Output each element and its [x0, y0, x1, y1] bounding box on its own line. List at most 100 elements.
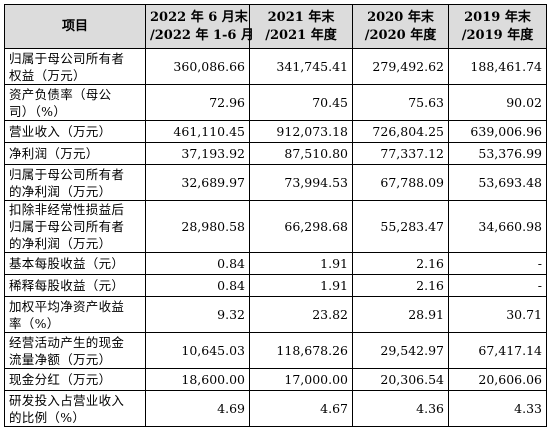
- header-text: 2019 年末: [464, 9, 531, 25]
- header-text: /2020 年度: [364, 27, 437, 43]
- value-cell: 9.32: [145, 296, 250, 333]
- row-label: 资产负债率（母公 司）（%）: [4, 84, 146, 121]
- financial-summary-table: 项目 2022 年 6 月末/2022 年 1-6 月 2021 年末/2021 年…: [4, 4, 547, 427]
- row-label-text: 基本每股收益（元）: [9, 256, 125, 271]
- row-label-text: 现金分红（万元）: [9, 372, 112, 387]
- value-cell: 73,994.53: [249, 164, 353, 201]
- value-cell: -: [448, 252, 547, 275]
- value-cell: 29,542.97: [352, 332, 449, 369]
- value-cell: 2.16: [352, 252, 449, 275]
- value-cell: 53,693.48: [448, 164, 547, 201]
- row-label: 营业收入（万元）: [4, 120, 146, 143]
- value-cell: -: [448, 274, 547, 297]
- row-label-text: 的比例（%）: [9, 409, 86, 425]
- value-cell: 87,510.80: [249, 142, 353, 165]
- table-row: 净利润（万元） 37,193.92 87,510.80 77,337.12 53,376…: [4, 142, 547, 165]
- value-cell: 55,283.47: [352, 200, 449, 253]
- value-cell: 37,193.92: [145, 142, 250, 165]
- table-row: 扣除非经常性损益后 归属于母公司所有者 的净利润（万元） 28,980.58 66,29…: [4, 200, 547, 253]
- value-cell: 726,804.25: [352, 120, 449, 143]
- value-cell: 360,086.66: [145, 48, 250, 85]
- row-label-text: 净利润（万元）: [9, 146, 99, 161]
- table-row: 加权平均净资产收益 率（%） 9.32 23.82 28.91 30.71: [4, 296, 547, 333]
- header-period-3: 2020 年末/2020 年度: [352, 4, 449, 49]
- table-header: 项目 2022 年 6 月末/2022 年 1-6 月 2021 年末/2021 年…: [4, 4, 547, 49]
- header-row: 项目 2022 年 6 月末/2022 年 1-6 月 2021 年末/2021 年…: [4, 4, 547, 49]
- value-cell: 34,660.98: [448, 200, 547, 253]
- row-label-text: 稀释每股收益（元）: [9, 278, 125, 293]
- row-label-text: 的净利润（万元）: [9, 183, 112, 199]
- row-label-text: 的净利润（万元）: [9, 236, 112, 251]
- value-cell: 90.02: [448, 84, 547, 121]
- value-cell: 1.91: [249, 274, 353, 297]
- value-cell: 1.91: [249, 252, 353, 275]
- row-label-text: 经营活动产生的现金: [9, 334, 125, 350]
- table-row: 研发投入占营业收入 的比例（%） 4.69 4.67 4.36 4.33: [4, 390, 547, 427]
- row-label-text: 流量净额（万元）: [9, 351, 112, 367]
- header-text: 2022 年 6 月末: [150, 9, 248, 25]
- value-cell: 72.96: [145, 84, 250, 121]
- value-cell: 67,788.09: [352, 164, 449, 201]
- value-cell: 0.84: [145, 274, 250, 297]
- row-label-text: 归属于母公司所有者: [9, 166, 125, 182]
- value-cell: 20,606.06: [448, 368, 547, 391]
- value-cell: 77,337.12: [352, 142, 449, 165]
- value-cell: 4.67: [249, 390, 353, 427]
- table-row: 归属于母公司所有者 的净利润（万元） 32,689.97 73,994.53 67,78…: [4, 164, 547, 201]
- value-cell: 75.63: [352, 84, 449, 121]
- value-cell: 28.91: [352, 296, 449, 333]
- row-label: 归属于母公司所有者 的净利润（万元）: [4, 164, 146, 201]
- value-cell: 30.71: [448, 296, 547, 333]
- row-label-text: 率（%）: [9, 315, 60, 331]
- row-label: 加权平均净资产收益 率（%）: [4, 296, 146, 333]
- row-label-text: 归属于母公司所有者: [9, 50, 125, 66]
- header-text: 2020 年末: [367, 9, 434, 25]
- value-cell: 70.45: [249, 84, 353, 121]
- header-text: 项目: [61, 18, 88, 34]
- financial-table-container: 项目 2022 年 6 月末/2022 年 1-6 月 2021 年末/2021 年…: [4, 4, 547, 427]
- value-cell: 279,492.62: [352, 48, 449, 85]
- value-cell: 118,678.26: [249, 332, 353, 369]
- table-row: 稀释每股收益（元） 0.84 1.91 2.16-: [4, 274, 547, 297]
- row-label-text: 权益（万元）: [9, 67, 86, 83]
- value-cell: 461,110.45: [145, 120, 250, 143]
- value-cell: 67,417.14: [448, 332, 547, 369]
- header-item: 项目: [4, 4, 146, 49]
- value-cell: 10,645.03: [145, 332, 250, 369]
- table-body: 归属于母公司所有者 权益（万元） 360,086.66 341,745.41 279,4…: [4, 48, 547, 427]
- row-label-text: 扣除非经常性损益后: [9, 202, 125, 217]
- row-label: 研发投入占营业收入 的比例（%）: [4, 390, 146, 427]
- header-text: 2021 年末: [267, 9, 335, 25]
- table-row: 营业收入（万元） 461,110.45 912,073.18 726,804.25 63…: [4, 120, 547, 143]
- header-period-4: 2019 年末/2019 年度: [448, 4, 547, 49]
- row-label-text: 司）（%）: [9, 103, 67, 119]
- value-cell: 28,980.58: [145, 200, 250, 253]
- table-row: 现金分红（万元） 18,600.00 17,000.00 20,306.54 20,60…: [4, 368, 547, 391]
- value-cell: 912,073.18: [249, 120, 353, 143]
- value-cell: 4.33: [448, 390, 547, 427]
- row-label: 扣除非经常性损益后 归属于母公司所有者 的净利润（万元）: [4, 200, 146, 253]
- table-row: 经营活动产生的现金 流量净额（万元） 10,645.03 118,678.26 29,5…: [4, 332, 547, 369]
- row-label: 净利润（万元）: [4, 142, 146, 165]
- header-text: /2021 年度: [265, 27, 337, 43]
- row-label: 现金分红（万元）: [4, 368, 146, 391]
- row-label: 基本每股收益（元）: [4, 252, 146, 275]
- row-label: 归属于母公司所有者 权益（万元）: [4, 48, 146, 85]
- row-label-text: 资产负债率（母公: [9, 86, 112, 102]
- value-cell: 23.82: [249, 296, 353, 333]
- row-label-text: 归属于母公司所有者: [9, 219, 125, 234]
- table-row: 资产负债率（母公 司）（%） 72.96 70.45 75.63 90.02: [4, 84, 547, 121]
- header-period-1: 2022 年 6 月末/2022 年 1-6 月: [145, 4, 254, 49]
- value-cell: 32,689.97: [145, 164, 250, 201]
- value-cell: 17,000.00: [249, 368, 353, 391]
- value-cell: 188,461.74: [448, 48, 547, 85]
- value-cell: 4.36: [352, 390, 449, 427]
- value-cell: 53,376.99: [448, 142, 547, 165]
- table-row: 基本每股收益（元） 0.84 1.91 2.16-: [4, 252, 547, 275]
- row-label: 稀释每股收益（元）: [4, 274, 146, 297]
- row-label-text: 研发投入占营业收入: [9, 392, 125, 408]
- table-row: 归属于母公司所有者 权益（万元） 360,086.66 341,745.41 279,4…: [4, 48, 547, 85]
- row-label-text: 营业收入（万元）: [9, 124, 112, 139]
- value-cell: 66,298.68: [249, 200, 353, 253]
- header-period-2: 2021 年末/2021 年度: [249, 4, 353, 49]
